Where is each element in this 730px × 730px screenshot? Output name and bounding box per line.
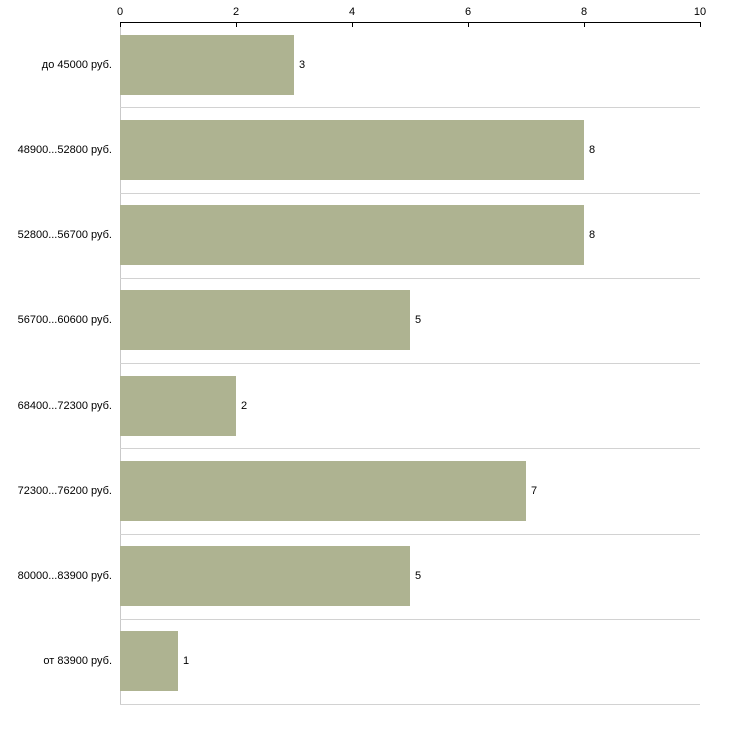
bar[interactable]: [120, 546, 410, 607]
category-label: 68400...72300 руб.: [17, 399, 112, 412]
category-label: 48900...52800 руб.: [17, 143, 112, 156]
gridline: [120, 704, 700, 705]
category-label: 56700...60600 руб.: [17, 314, 112, 327]
bar-value-label: 1: [183, 655, 190, 668]
x-tick-mark: [120, 22, 121, 27]
x-axis-line: [120, 22, 700, 23]
bar[interactable]: [120, 375, 236, 436]
x-tick-mark: [584, 22, 585, 27]
x-tick-label: 6: [464, 6, 472, 18]
gridline: [120, 448, 700, 449]
bar[interactable]: [120, 119, 584, 180]
bar[interactable]: [120, 205, 584, 266]
category-label: 52800...56700 руб.: [17, 229, 112, 242]
bar[interactable]: [120, 631, 178, 692]
x-tick-mark: [352, 22, 353, 27]
gridline: [120, 193, 700, 194]
x-tick-mark: [468, 22, 469, 27]
x-tick-label: 0: [116, 6, 124, 18]
x-tick-label: 10: [693, 6, 707, 18]
category-label: до 45000 руб.: [41, 58, 112, 71]
x-tick-mark: [700, 22, 701, 27]
bar-value-label: 7: [531, 484, 538, 497]
gridline: [120, 107, 700, 108]
bar-value-label: 3: [299, 58, 306, 71]
category-label: 80000...83900 руб.: [17, 570, 112, 583]
gridline: [120, 619, 700, 620]
x-tick-label: 4: [348, 6, 356, 18]
gridline: [120, 363, 700, 364]
x-tick-label: 2: [232, 6, 240, 18]
bar-value-label: 5: [415, 570, 422, 583]
x-tick-label: 8: [580, 6, 588, 18]
bar-value-label: 8: [589, 143, 596, 156]
category-label: от 83900 руб.: [43, 655, 112, 668]
bar[interactable]: [120, 290, 410, 351]
bar-value-label: 8: [589, 229, 596, 242]
bar[interactable]: [120, 34, 294, 95]
category-label: 72300...76200 руб.: [17, 484, 112, 497]
bar[interactable]: [120, 460, 526, 521]
gridline: [120, 534, 700, 535]
bar-value-label: 5: [415, 314, 422, 327]
bar-value-label: 2: [241, 399, 248, 412]
x-tick-mark: [236, 22, 237, 27]
gridline: [120, 278, 700, 279]
